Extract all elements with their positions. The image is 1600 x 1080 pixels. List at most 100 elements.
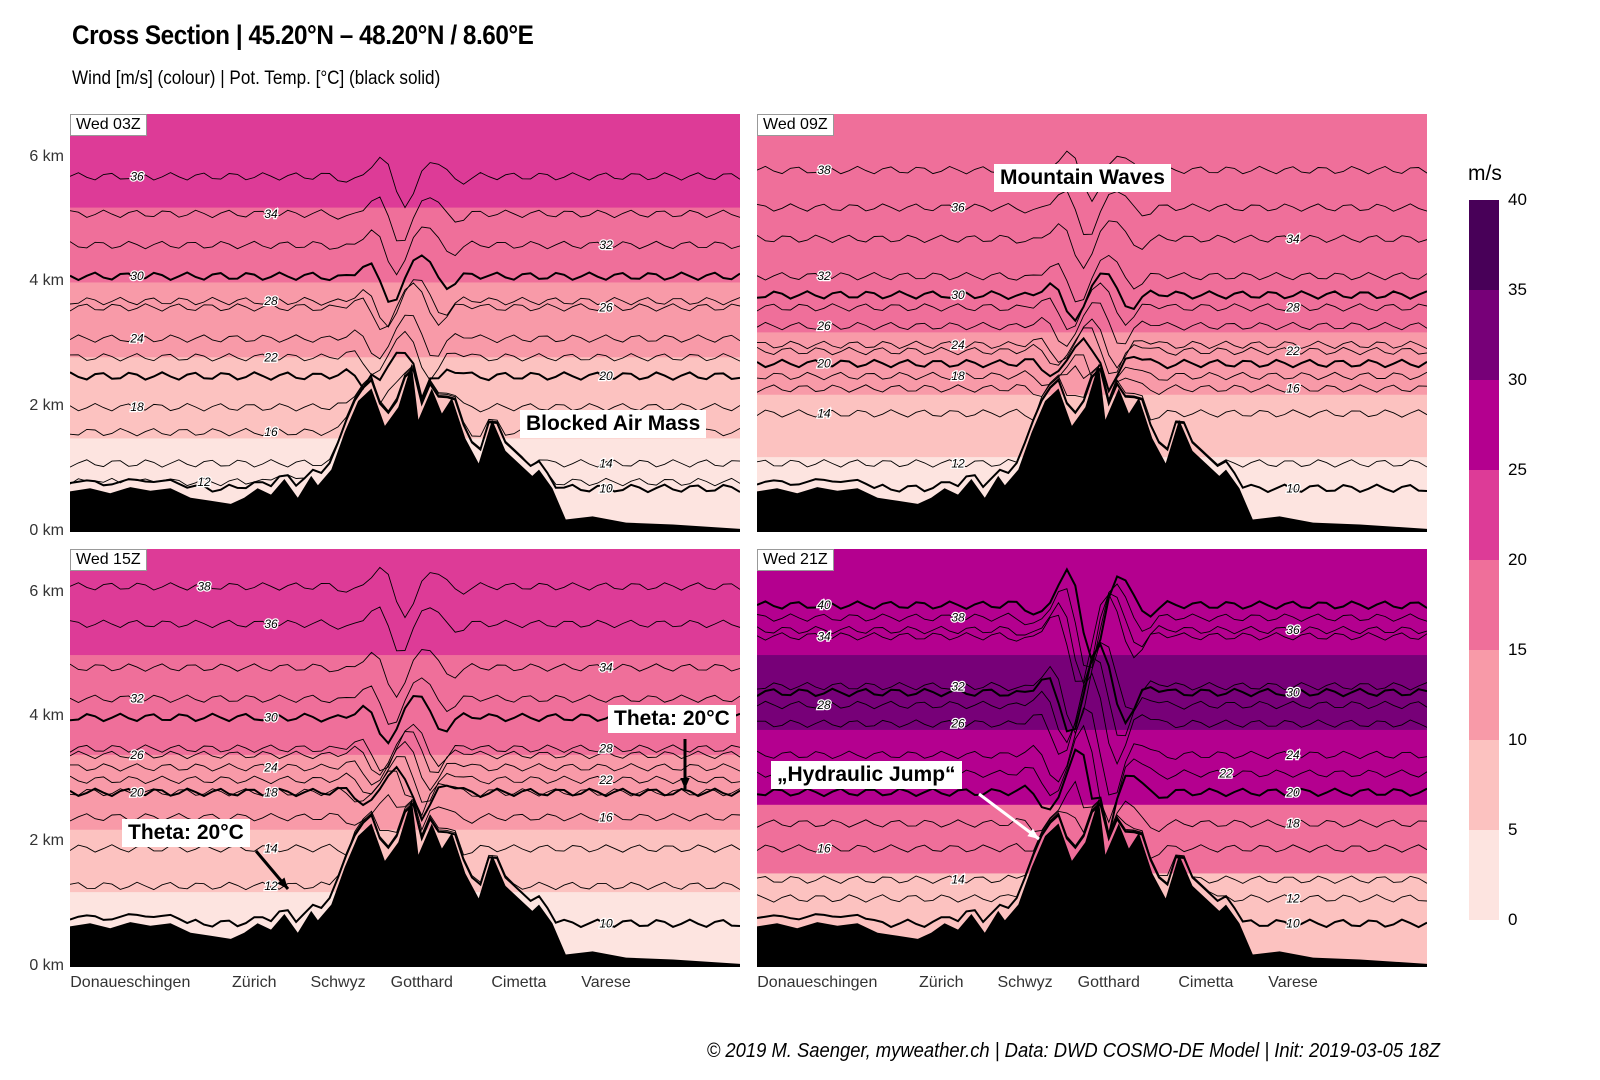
theta-label: 22: [1285, 344, 1300, 358]
theta-contour-26: [70, 282, 740, 331]
theta-label: 12: [264, 879, 278, 893]
panel-annotation: „Hydraulic Jump“: [771, 761, 962, 789]
theta-contour-28: [70, 279, 740, 328]
theta-label: 34: [599, 661, 613, 675]
theta-label: 30: [951, 288, 965, 302]
theta-label: 26: [598, 300, 613, 314]
theta-contour-30: [70, 254, 740, 303]
theta-label: 28: [816, 698, 831, 712]
theta-label: 10: [599, 481, 613, 495]
theta-contour-20: [757, 336, 1427, 394]
arrow-head-icon: [1027, 828, 1039, 839]
theta-label: 26: [816, 319, 831, 333]
theta-label: 20: [598, 369, 613, 383]
theta-label: 34: [264, 207, 278, 221]
theta-label: 22: [598, 773, 613, 787]
theta-contour-34: [757, 593, 1427, 682]
y-tick-label: 0 km: [29, 957, 64, 974]
wind-band: [70, 114, 740, 210]
theta-label: 22: [1218, 767, 1233, 781]
theta-label: 30: [1286, 685, 1300, 699]
theta-label: 36: [1286, 623, 1300, 637]
theta-contour-28: [757, 656, 1427, 744]
theta-contour-10: [70, 802, 740, 929]
colorbar-tick-label: 40: [1508, 190, 1527, 209]
annotation-arrows: [70, 114, 740, 532]
theta-contour-18: [70, 770, 740, 817]
panel-1: 36 34 32 30 28 26 24 22 20 18 16 14 12 10 Wed 03Z Block…: [70, 114, 740, 532]
theta-contour-16: [70, 793, 740, 832]
wind-band: [70, 754, 740, 832]
y-tick-label: 2 km: [29, 397, 64, 415]
y-tick-label: 6 km: [29, 147, 64, 165]
panel-2: 38 36 34 32 30 28 26 24 22 20 18 16 14 12 10 Wed 09Z Mou…: [757, 114, 1427, 532]
terrain-profile: [70, 363, 740, 532]
colorbar-tick-label: 30: [1508, 370, 1527, 389]
theta-label: 10: [1286, 481, 1300, 495]
theta-label: 36: [264, 617, 278, 631]
arrow-head-icon: [277, 877, 288, 889]
theta-label: 32: [951, 679, 965, 693]
x-tick-label: Schwyz: [310, 974, 366, 991]
panel-plot: 38 36 34 32 30 28 26 24 22 20 18 16 14 12 10: [70, 549, 740, 967]
theta-label: 14: [599, 456, 613, 470]
theta-label: 18: [264, 785, 278, 799]
theta-contour-36: [70, 156, 740, 209]
theta-label: 16: [264, 425, 278, 439]
y-tick-label: 4 km: [29, 272, 64, 290]
colorbar-bin: [1469, 740, 1499, 830]
colorbar-tick-label: 35: [1508, 280, 1527, 299]
panel-time-label: Wed 15Z: [70, 549, 147, 571]
theta-contour-14: [757, 364, 1427, 422]
theta-label: 18: [1286, 817, 1300, 831]
theta-contour-16: [757, 799, 1427, 860]
panel-annotation-secondary: Theta: 20°C: [122, 819, 250, 847]
x-tick-label: Varese: [1268, 974, 1318, 991]
panel-plot: 36 34 32 30 28 26 24 22 20 18 16 14 12 10: [70, 114, 740, 532]
theta-label: 18: [130, 400, 144, 414]
x-tick-label: Donaueschingen: [70, 974, 191, 991]
panel-annotation: Theta: 20°C: [608, 705, 736, 733]
arrow-icon: [978, 792, 1040, 841]
theta-label: 16: [817, 841, 831, 855]
theta-contour-10: [757, 367, 1427, 494]
theta-contour-14: [757, 801, 1427, 884]
x-tick-label: Gotthard: [390, 974, 453, 991]
wind-band: [757, 549, 1427, 658]
x-tick-label: Zürich: [919, 974, 964, 991]
annotation-arrows: [254, 739, 690, 890]
theta-contour-38: [70, 566, 740, 619]
theta-contour-34: [70, 196, 740, 242]
theta-label: 14: [951, 873, 965, 887]
terrain-profile: [757, 363, 1427, 532]
chart-title: Cross Section | 45.20°N – 48.20°N / 8.60…: [72, 20, 534, 50]
theta-contour-38: [757, 583, 1427, 669]
panel-annotation: Blocked Air Mass: [520, 410, 707, 438]
colorbar-unit: m/s: [1468, 162, 1502, 185]
y-tick-label: 0 km: [29, 522, 64, 539]
theta-label: 18: [951, 369, 965, 383]
copyright-caption: © 2019 M. Saenger, myweather.ch | Data: …: [706, 1040, 1440, 1062]
panel-time-label: Wed 21Z: [757, 549, 834, 571]
x-tick-label: Schwyz: [997, 974, 1053, 991]
colorbar: [1469, 200, 1499, 920]
theta-label: 32: [599, 238, 613, 252]
panel-time-label: Wed 09Z: [757, 114, 834, 136]
panel-plot: 38 36 34 32 30 28 26 24 22 20 18 16 14 12 10: [757, 114, 1427, 532]
theta-label: 16: [599, 810, 613, 824]
theta-contour-16: [757, 363, 1427, 403]
theta-contour-32: [70, 226, 740, 276]
terrain-profile: [757, 798, 1427, 967]
theta-label: 14: [817, 406, 831, 420]
theta-label: 12: [1286, 891, 1300, 905]
theta-contour-34: [70, 649, 740, 699]
theta-contour-36: [70, 606, 740, 652]
colorbar-bin: [1469, 470, 1499, 560]
theta-contour-30: [757, 272, 1427, 323]
x-tick-label: Cimetta: [1178, 974, 1234, 991]
theta-contour-36: [757, 190, 1427, 235]
theta-label: 38: [197, 579, 211, 593]
colorbar-bin: [1469, 560, 1499, 650]
y-tick-label: 2 km: [29, 832, 64, 850]
colorbar-bin: [1469, 830, 1499, 920]
